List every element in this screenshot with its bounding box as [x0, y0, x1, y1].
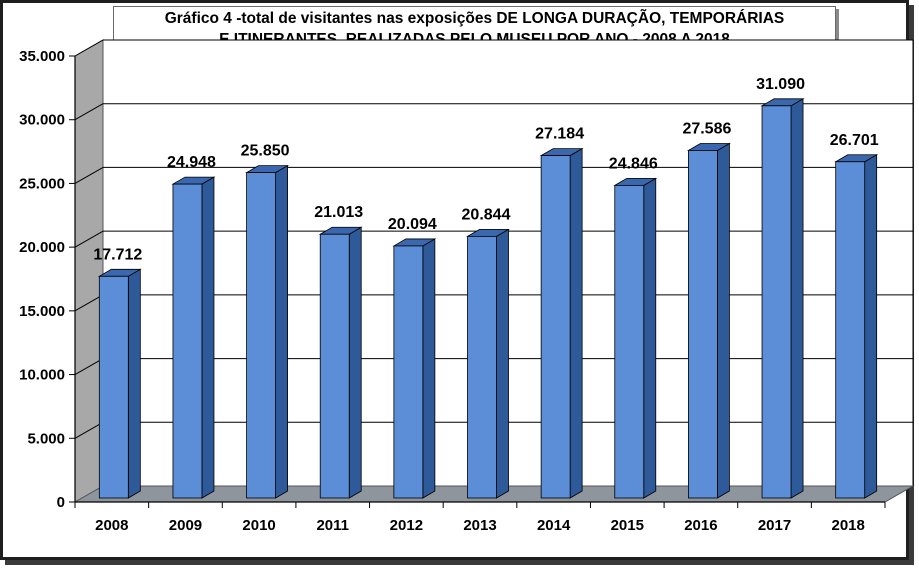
- x-tick-label-2009: 2009: [169, 517, 202, 534]
- x-tick-label-2014: 2014: [537, 517, 571, 534]
- data-label-2011: 21.013: [314, 204, 363, 221]
- bar-2012: [393, 245, 424, 499]
- bar-side-2013: [496, 228, 509, 499]
- bar-side-2010: [275, 164, 288, 499]
- bar-side-2014: [569, 147, 583, 499]
- data-label-2008: 17.712: [93, 246, 142, 263]
- y-tick-label: 20.000: [19, 239, 65, 256]
- x-tick-label-2016: 2016: [684, 517, 717, 534]
- data-label-2010: 25.850: [241, 143, 290, 160]
- data-label-2017: 31.090: [756, 76, 805, 93]
- y-tick-label: 30.000: [19, 112, 65, 129]
- data-label-2015: 24.846: [609, 155, 658, 172]
- data-label-2014: 27.184: [535, 126, 584, 143]
- chart-title-line-1: Gráfico 4 -total de visitantes nas expos…: [164, 10, 785, 27]
- gridline-side-15000: [74, 294, 104, 312]
- y-tick-label: 25.000: [19, 175, 65, 192]
- x-tick-label-2018: 2018: [831, 517, 864, 534]
- bar-side-2017: [790, 98, 804, 499]
- data-label-2018: 26.701: [830, 132, 879, 149]
- y-tick-label: 15.000: [19, 303, 65, 320]
- bar-side-2011: [348, 226, 362, 499]
- bar-2018: [835, 161, 866, 499]
- bar-2009: [172, 183, 203, 499]
- side-wall: [74, 39, 104, 503]
- bar-2014: [540, 155, 571, 499]
- bar-side-2018: [864, 154, 878, 499]
- bar-2015: [614, 184, 645, 499]
- x-tick-label-2010: 2010: [242, 517, 275, 534]
- x-tick-label-2012: 2012: [390, 517, 423, 534]
- gridline-side-20000: [74, 230, 104, 248]
- y-tick-label: 35.000: [19, 48, 65, 65]
- x-tick-label-2015: 2015: [611, 517, 644, 534]
- gridline-side-10000: [74, 358, 104, 376]
- bar-2008: [98, 275, 129, 499]
- gridline-side-30000: [74, 103, 104, 121]
- x-tick-label-2011: 2011: [316, 517, 349, 534]
- bar-side-2009: [201, 176, 215, 499]
- gridline-side-5000: [74, 421, 104, 439]
- data-label-2016: 27.586: [682, 120, 731, 137]
- data-label-2012: 20.094: [388, 216, 437, 233]
- bar-2013: [467, 235, 497, 499]
- data-label-2013: 20.844: [462, 206, 511, 223]
- gridline-side-35000: [74, 39, 104, 57]
- bar-side-2012: [422, 238, 436, 499]
- bar-side-2008: [127, 268, 141, 499]
- bar-2011: [319, 233, 350, 499]
- y-tick-label: 5.000: [27, 430, 65, 447]
- x-tick-label-2013: 2013: [463, 517, 496, 534]
- gridline-side-25000: [74, 166, 104, 184]
- bar-side-2016: [717, 142, 730, 499]
- y-tick-label: 10.000: [19, 367, 65, 384]
- bar-2010: [246, 172, 276, 499]
- bar-side-2015: [643, 177, 657, 499]
- x-tick-label-2008: 2008: [95, 517, 128, 534]
- bar-2017: [761, 105, 792, 499]
- bar-2016: [688, 150, 718, 499]
- x-tick-label-2017: 2017: [758, 517, 791, 534]
- y-tick-label: 0: [57, 494, 65, 511]
- data-label-2009: 24.948: [167, 154, 216, 171]
